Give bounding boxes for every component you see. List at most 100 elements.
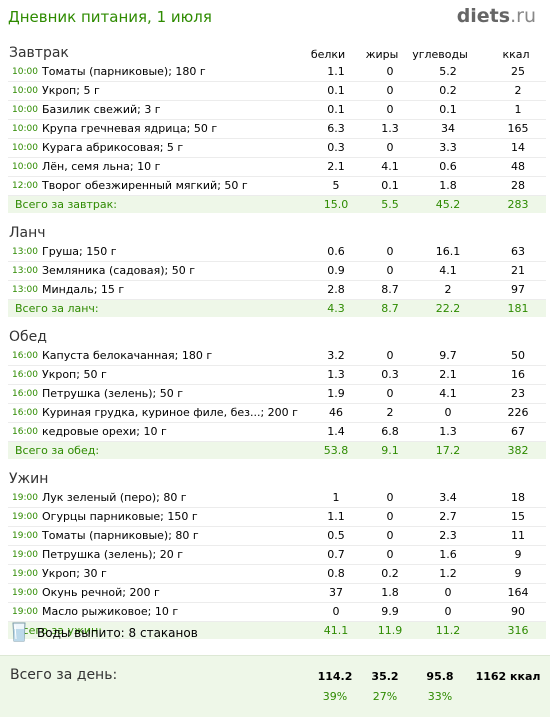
day-total-protein: 114.2 bbox=[317, 670, 353, 683]
food-name: Куриная грудка, куриное филе, без...; 20… bbox=[42, 406, 298, 419]
food-kcal: 63 bbox=[511, 245, 525, 258]
page-title: Дневник питания, 1 июля bbox=[8, 8, 212, 26]
food-kcal: 11 bbox=[511, 529, 525, 542]
food-protein: 0.1 bbox=[327, 103, 345, 116]
food-carbs: 34 bbox=[441, 122, 455, 135]
meals-list: Завтрак 10:00 Томаты (парниковые); 180 г 1.… bbox=[0, 44, 550, 639]
day-total-carbs-pct: 33% bbox=[427, 690, 453, 703]
food-name: Капуста белокачанная; 180 г bbox=[42, 349, 213, 362]
food-kcal: 2 bbox=[514, 84, 522, 97]
food-fat: 0 bbox=[386, 84, 394, 97]
food-kcal: 50 bbox=[511, 349, 525, 362]
food-time: 13:00 bbox=[12, 247, 38, 257]
food-kcal: 226 bbox=[507, 406, 529, 419]
food-row[interactable]: 16:00 кедровые орехи; 10 г 1.4 6.8 1.3 67 bbox=[8, 423, 546, 442]
meal-total-fat: 5.5 bbox=[381, 198, 399, 211]
food-carbs: 1.6 bbox=[439, 548, 457, 561]
food-carbs: 1.8 bbox=[439, 179, 457, 192]
food-row[interactable]: 16:00 Петрушка (зелень); 50 г 1.9 0 4.1 23 bbox=[8, 385, 546, 404]
food-time: 10:00 bbox=[12, 143, 38, 153]
food-protein: 1.4 bbox=[327, 425, 345, 438]
food-name: кедровые орехи; 10 г bbox=[42, 425, 167, 438]
food-row[interactable]: 13:00 Земляника (садовая); 50 г 0.9 0 4.1 21 bbox=[8, 262, 546, 281]
food-name: Томаты (парниковые); 80 г bbox=[42, 529, 199, 542]
food-fat: 0 bbox=[386, 141, 394, 154]
food-row[interactable]: 13:00 Груша; 150 г 0.6 0 16.1 63 bbox=[8, 243, 546, 262]
food-carbs: 5.2 bbox=[439, 65, 457, 78]
food-row[interactable]: 19:00 Томаты (парниковые); 80 г 0.5 0 2.3 11 bbox=[8, 527, 546, 546]
food-carbs: 0.1 bbox=[439, 103, 457, 116]
food-fat: 0 bbox=[386, 65, 394, 78]
day-total-kcal: 1162 ккал bbox=[475, 670, 541, 683]
meal-title: Ланч bbox=[9, 225, 46, 241]
meal-total-carbs: 17.2 bbox=[435, 444, 461, 457]
food-fat: 6.8 bbox=[381, 425, 399, 438]
food-kcal: 165 bbox=[507, 122, 529, 135]
food-kcal: 1 bbox=[514, 103, 522, 116]
food-row[interactable]: 16:00 Куриная грудка, куриное филе, без..… bbox=[8, 404, 546, 423]
food-name: Лён, семя льна; 10 г bbox=[42, 160, 161, 173]
food-row[interactable]: 19:00 Масло рыжиковое; 10 г 0 9.9 0 90 bbox=[8, 603, 546, 622]
food-row[interactable]: 10:00 Базилик свежий; 3 г 0.1 0 0.1 1 bbox=[8, 101, 546, 120]
food-carbs: 4.1 bbox=[439, 264, 457, 277]
food-name: Груша; 150 г bbox=[42, 245, 117, 258]
food-name: Миндаль; 15 г bbox=[42, 283, 125, 296]
food-row[interactable]: 19:00 Огурцы парниковые; 150 г 1.1 0 2.7 15 bbox=[8, 508, 546, 527]
food-row[interactable]: 16:00 Укроп; 50 г 1.3 0.3 2.1 16 bbox=[8, 366, 546, 385]
food-carbs: 2.1 bbox=[439, 368, 457, 381]
food-fat: 8.7 bbox=[381, 283, 399, 296]
food-time: 19:00 bbox=[12, 512, 38, 522]
food-row[interactable]: 19:00 Окунь речной; 200 г 37 1.8 0 164 bbox=[8, 584, 546, 603]
food-kcal: 28 bbox=[511, 179, 525, 192]
food-protein: 0.3 bbox=[327, 141, 345, 154]
site-logo[interactable]: diets.ru bbox=[457, 5, 536, 27]
food-row[interactable]: 10:00 Укроп; 5 г 0.1 0 0.2 2 bbox=[8, 82, 546, 101]
food-row[interactable]: 16:00 Капуста белокачанная; 180 г 3.2 0 9.7 5… bbox=[8, 347, 546, 366]
food-row[interactable]: 19:00 Лук зеленый (перо); 80 г 1 0 3.4 18 bbox=[8, 489, 546, 508]
food-row[interactable]: 13:00 Миндаль; 15 г 2.8 8.7 2 97 bbox=[8, 281, 546, 300]
food-row[interactable]: 19:00 Укроп; 30 г 0.8 0.2 1.2 9 bbox=[8, 565, 546, 584]
food-kcal: 18 bbox=[511, 491, 525, 504]
food-row[interactable]: 12:00 Творог обезжиренный мягкий; 50 г 5 0.… bbox=[8, 177, 546, 196]
food-fat: 0 bbox=[386, 264, 394, 277]
meal-section: Обед 16:00 Капуста белокачанная; 180 г 3.2 0… bbox=[0, 328, 550, 459]
day-total-protein-pct: 39% bbox=[322, 690, 348, 703]
food-fat: 0 bbox=[386, 349, 394, 362]
food-fat: 1.8 bbox=[381, 586, 399, 599]
food-name: Укроп; 50 г bbox=[42, 368, 107, 381]
food-carbs: 2 bbox=[444, 283, 452, 296]
food-time: 19:00 bbox=[12, 588, 38, 598]
food-fat: 0 bbox=[386, 245, 394, 258]
food-protein: 0.7 bbox=[327, 548, 345, 561]
food-kcal: 25 bbox=[511, 65, 525, 78]
food-kcal: 15 bbox=[511, 510, 525, 523]
column-headers: белки жиры углеводы ккал bbox=[0, 48, 550, 62]
food-time: 13:00 bbox=[12, 266, 38, 276]
day-total-panel: Всего за день: 114.2 35.2 95.8 1162 ккал… bbox=[0, 655, 550, 717]
meal-total-protein: 4.3 bbox=[327, 302, 345, 315]
food-name: Томаты (парниковые); 180 г bbox=[42, 65, 206, 78]
food-protein: 1.1 bbox=[327, 65, 345, 78]
food-row[interactable]: 10:00 Курага абрикосовая; 5 г 0.3 0 3.3 14 bbox=[8, 139, 546, 158]
meal-total-kcal: 316 bbox=[507, 624, 529, 637]
food-row[interactable]: 10:00 Лён, семя льна; 10 г 2.1 4.1 0.6 48 bbox=[8, 158, 546, 177]
food-row[interactable]: 19:00 Петрушка (зелень); 20 г 0.7 0 1.6 9 bbox=[8, 546, 546, 565]
food-time: 19:00 bbox=[12, 531, 38, 541]
food-name: Масло рыжиковое; 10 г bbox=[42, 605, 179, 618]
meal-total-kcal: 382 bbox=[507, 444, 529, 457]
food-row[interactable]: 10:00 Томаты (парниковые); 180 г 1.1 0 5.2 25 bbox=[8, 63, 546, 82]
food-name: Огурцы парниковые; 150 г bbox=[42, 510, 198, 523]
food-carbs: 16.1 bbox=[435, 245, 461, 258]
food-time: 16:00 bbox=[12, 427, 38, 437]
food-carbs: 3.4 bbox=[439, 491, 457, 504]
food-name: Творог обезжиренный мягкий; 50 г bbox=[42, 179, 248, 192]
food-time: 12:00 bbox=[12, 181, 38, 191]
meal-section: Ланч 13:00 Груша; 150 г 0.6 0 16.1 63 13:00 Земл… bbox=[0, 224, 550, 317]
column-header-protein: белки bbox=[310, 48, 346, 61]
food-name: Петрушка (зелень); 50 г bbox=[42, 387, 184, 400]
food-protein: 0.8 bbox=[327, 567, 345, 580]
food-fat: 0.1 bbox=[381, 179, 399, 192]
food-row[interactable]: 10:00 Крупа гречневая ядрица; 50 г 6.3 1.3 3… bbox=[8, 120, 546, 139]
food-time: 19:00 bbox=[12, 550, 38, 560]
food-carbs: 1.3 bbox=[439, 425, 457, 438]
